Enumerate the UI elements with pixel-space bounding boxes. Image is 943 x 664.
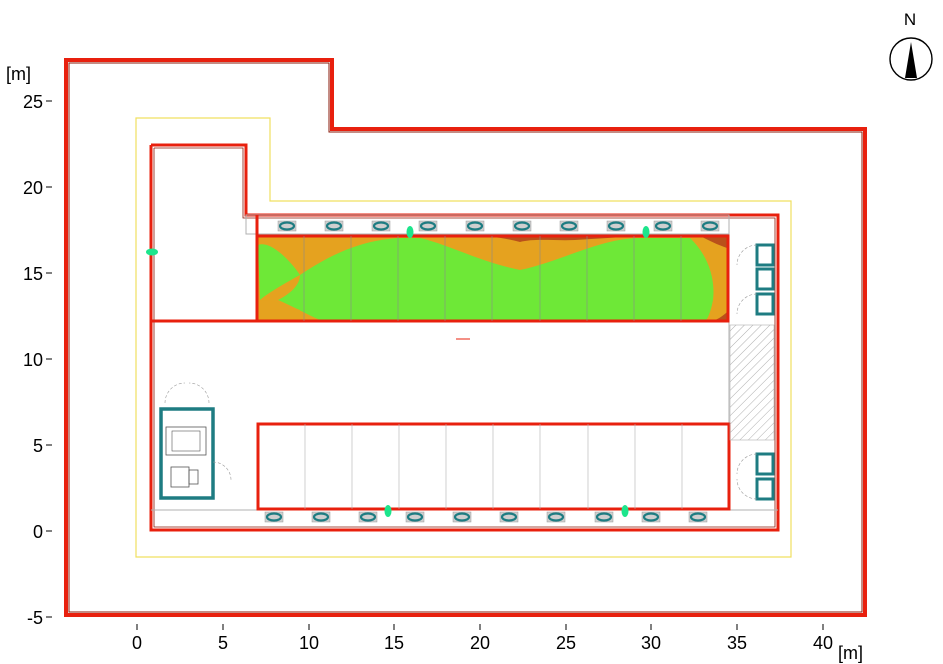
x-tick-label: 10 — [299, 633, 319, 653]
upper-luminaire-row — [277, 220, 720, 232]
y-tick-label: 0 — [33, 522, 43, 542]
lower-parking-area — [256, 422, 731, 511]
x-tick-label: 35 — [727, 633, 747, 653]
x-tick-label: 30 — [641, 633, 661, 653]
north-arrow-icon — [905, 42, 917, 78]
right-wall-luminaires — [755, 243, 775, 501]
y-axis-unit: [m] — [6, 64, 31, 84]
y-axis-ticks — [46, 100, 52, 618]
y-tick-label: 20 — [23, 178, 43, 198]
compass-icon — [889, 37, 933, 81]
y-tick-label: 10 — [23, 350, 43, 370]
x-axis-ticks — [136, 624, 824, 630]
measurement-markers — [146, 226, 650, 517]
upper-illuminance-zone — [255, 234, 730, 323]
y-tick-label: 25 — [23, 92, 43, 112]
hatched-ramp — [729, 324, 775, 441]
left-room — [151, 215, 259, 323]
y-tick-label: 5 — [33, 436, 43, 456]
y-tick-label: -5 — [27, 608, 43, 628]
lower-luminaire-row — [264, 511, 708, 523]
x-tick-label: 0 — [132, 633, 142, 653]
x-tick-label: 40 — [813, 633, 833, 653]
x-tick-label: 5 — [218, 633, 228, 653]
site-boundary — [64, 58, 867, 617]
equipment-room — [159, 382, 232, 500]
inner-enclosure — [149, 143, 780, 532]
compass-label: N — [904, 10, 916, 29]
x-tick-label: 20 — [470, 633, 490, 653]
x-tick-label: 15 — [384, 633, 404, 653]
door-swings-right — [736, 244, 758, 500]
setback-line — [135, 117, 792, 558]
x-tick-label: 25 — [556, 633, 576, 653]
y-tick-label: 15 — [23, 264, 43, 284]
x-axis-unit: [m] — [838, 643, 863, 663]
north-compass: N — [889, 10, 933, 81]
